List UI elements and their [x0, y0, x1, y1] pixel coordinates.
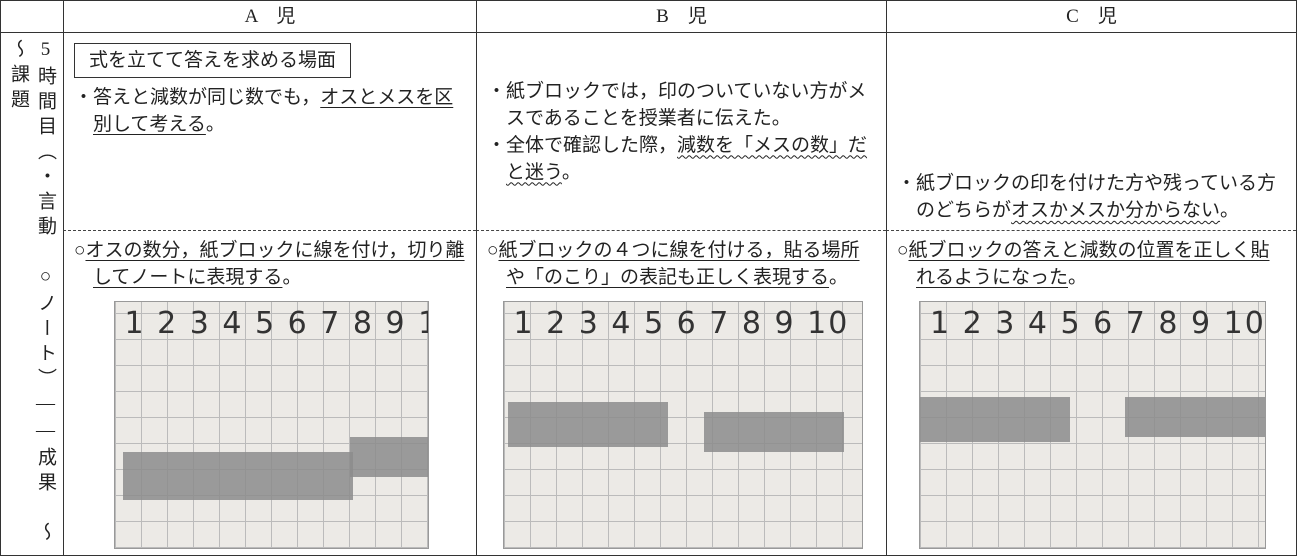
notebook-photo: 1 2 3 4 5 6 7 8 9 10	[919, 301, 1266, 549]
table-cell: ・紙ブロックの印を付けた方や残っている方のどちらがオスかメスか分からない。	[886, 33, 1296, 231]
text-segment: 。	[1068, 267, 1088, 288]
text-segment: 減数を「メスの数」だと迷う	[506, 134, 868, 183]
table-cell: ○紙ブロックの答えと減数の位置を正しく貼れるようになった。 1 2 3 4 5 6…	[886, 231, 1296, 555]
text-segment: ○	[897, 240, 909, 261]
text-segment: オスとメスを区別して考える	[93, 87, 454, 135]
column-header: A 児	[63, 1, 476, 33]
paper-block	[349, 437, 428, 477]
column-header: C 児	[886, 1, 1296, 33]
text-segment: ○	[74, 240, 86, 261]
text-segment: ・紙ブロックでは，印のついていない方がメスであることを授業者に伝えた。	[487, 80, 867, 129]
list-item: ○紙ブロックの４つに線を付ける，貼る場所や「のこり」の表記も正しく表現する。	[487, 237, 878, 291]
table-cell: ・紙ブロックでは，印のついていない方がメスであることを授業者に伝えた。 ・全体で確…	[476, 33, 886, 231]
list-item: ○オスの数分，紙ブロックに線を付け，切り離してノートに表現する。	[74, 237, 468, 291]
text-segment: オスかメスか分からない	[1011, 200, 1221, 221]
list-item: ○紙ブロックの答えと減数の位置を正しく貼れるようになった。	[897, 237, 1288, 291]
text-segment: 。	[1220, 200, 1240, 221]
text-segment: 。	[561, 161, 581, 183]
table-cell: ○紙ブロックの４つに線を付ける，貼る場所や「のこり」の表記も正しく表現する。 1 …	[476, 231, 886, 555]
text-segment: 。	[205, 114, 225, 135]
text-segment: ・全体で確認した際，	[487, 134, 678, 156]
side-label-cell: 5時間目（・言動 ○ノート）――成果 ～～課題	[1, 33, 63, 555]
notebook-photo: 1 2 3 4 5 6 7 8 9 10	[113, 301, 429, 549]
list-item: ・紙ブロックでは，印のついていない方がメスであることを授業者に伝えた。	[487, 78, 878, 132]
text-segment: 。	[282, 267, 302, 288]
paper-block	[703, 412, 844, 452]
text-segment: オスの数分，紙ブロックに線を付け，切り離してノートに表現する	[85, 240, 465, 288]
text-segment: 紙ブロックの４つに線を付ける，貼る場所や「のこり」の表記も正しく表現する	[498, 240, 860, 288]
text-segment: ・答えと減数が同じ数でも，	[74, 87, 321, 108]
section-box: 式を立てて答えを求める場面	[74, 43, 352, 78]
list-item: ・全体で確認した際，減数を「メスの数」だと迷う。	[487, 132, 878, 186]
photo-digits: 1 2 3 4 5 6 7 8 9 10	[513, 306, 850, 341]
photo-digits: 1 2 3 4 5 6 7 8 9 10	[930, 306, 1266, 341]
column-header: B 児	[476, 1, 886, 33]
list-item: ・答えと減数が同じ数でも，オスとメスを区別して考える。	[74, 84, 468, 138]
list-item: ・紙ブロックの印を付けた方や残っている方のどちらがオスかメスか分からない。	[897, 170, 1288, 224]
photo-digits: 1 2 3 4 5 6 7 8 9 10	[124, 306, 429, 341]
header-corner	[1, 1, 63, 33]
side-label: 5時間目（・言動 ○ノート）――成果 ～～課題	[8, 39, 56, 547]
text-segment: 紙ブロックの答えと減数の位置を正しく貼れるようになった	[908, 240, 1270, 288]
paper-block	[507, 402, 668, 447]
text-segment: 。	[829, 267, 849, 288]
text-segment: ○	[487, 240, 499, 261]
notebook-photo: 1 2 3 4 5 6 7 8 9 10	[502, 301, 863, 549]
table-cell: 式を立てて答えを求める場面・答えと減数が同じ数でも，オスとメスを区別して考える。	[63, 33, 476, 231]
paper-block	[1125, 397, 1265, 437]
text-segment: ・紙ブロックの印を付けた方や残っている方のどちらが	[897, 173, 1277, 221]
paper-block	[122, 452, 353, 500]
paper-block	[920, 397, 1070, 442]
table-cell: ○オスの数分，紙ブロックに線を付け，切り離してノートに表現する。 1 2 3 4 …	[63, 231, 476, 555]
